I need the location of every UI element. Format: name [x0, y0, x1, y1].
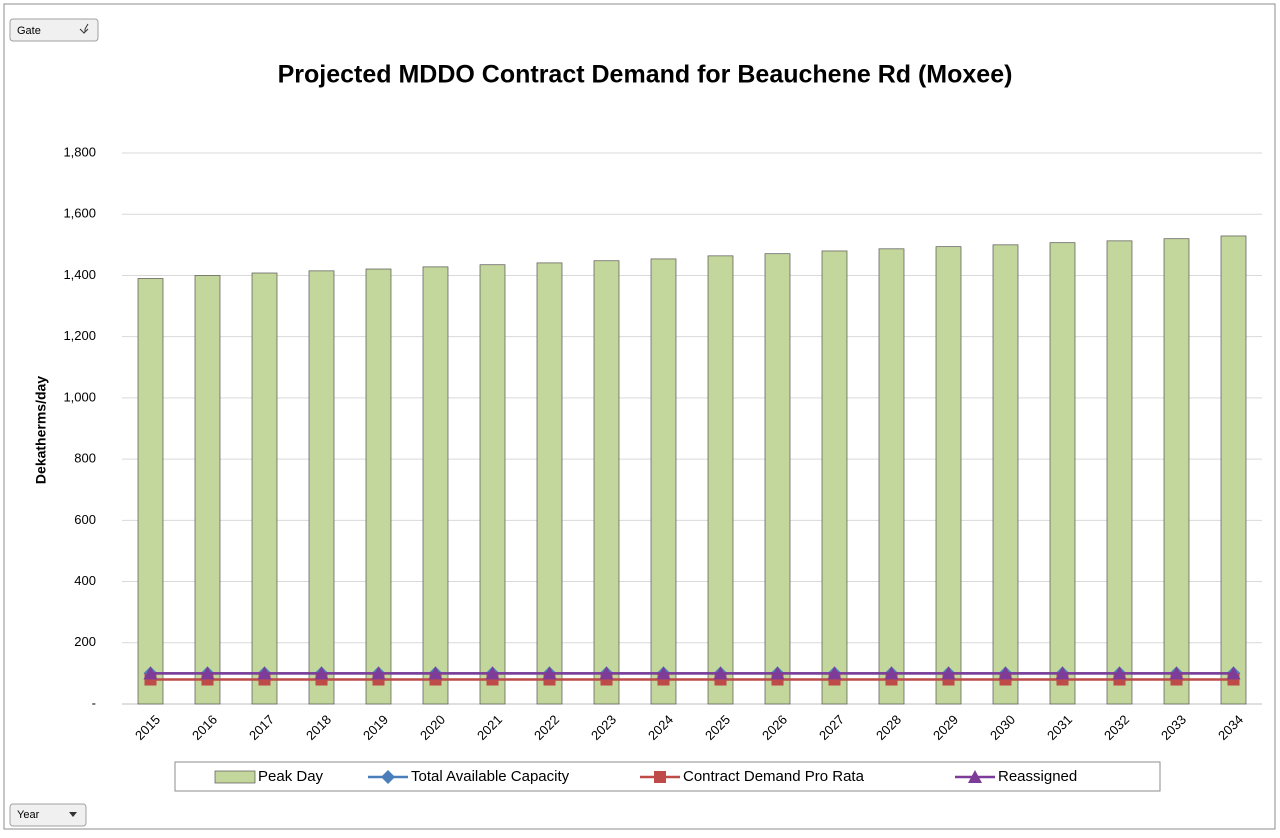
marker — [599, 666, 614, 680]
y-tick-label: 1,200 — [63, 328, 96, 343]
marker — [200, 666, 215, 680]
marker — [314, 666, 329, 680]
marker — [1055, 666, 1070, 680]
marker — [542, 666, 557, 680]
legend-label: Contract Demand Pro Rata — [683, 768, 865, 785]
marker — [1169, 666, 1184, 680]
y-tick-label: 400 — [74, 573, 96, 588]
gate-filter-button[interactable]: Gate — [9, 18, 99, 42]
bar — [650, 258, 677, 705]
legend-label: Peak Day — [258, 768, 324, 785]
marker — [428, 666, 443, 680]
marker — [371, 666, 386, 680]
bar — [1049, 242, 1076, 705]
bar — [1220, 235, 1247, 705]
button-bg — [9, 18, 99, 42]
y-tick-label: 1,800 — [63, 144, 96, 159]
bar — [821, 250, 848, 705]
legend-label: Total Available Capacity — [411, 768, 570, 785]
bar — [764, 253, 791, 705]
legend-label: Reassigned — [998, 768, 1077, 785]
bar — [935, 246, 962, 705]
chart-frame — [3, 3, 1276, 830]
bar — [878, 248, 905, 705]
marker — [656, 666, 671, 680]
marker — [770, 666, 785, 680]
bar — [137, 278, 164, 705]
filter-icon — [79, 23, 89, 34]
marker — [143, 666, 158, 680]
bar — [194, 275, 221, 705]
y-axis-title: Dekatherms/day — [33, 376, 49, 484]
bar — [1106, 240, 1133, 705]
marker — [884, 666, 899, 680]
y-tick-label: 200 — [74, 634, 96, 649]
marker — [713, 666, 728, 680]
bar — [593, 260, 620, 705]
legend-swatch — [214, 770, 256, 784]
y-tick-label: 600 — [74, 512, 96, 527]
bar — [308, 270, 335, 705]
marker — [1112, 666, 1127, 680]
marker — [1226, 666, 1241, 680]
marker — [941, 666, 956, 680]
bar — [422, 266, 449, 705]
marker — [998, 666, 1013, 680]
button-label: Year — [17, 809, 40, 821]
marker — [381, 770, 395, 784]
bar — [707, 255, 734, 705]
marker — [485, 666, 500, 680]
bar — [1163, 238, 1190, 705]
y-tick-label: 1,600 — [63, 206, 96, 221]
y-tick-label: - — [92, 695, 96, 710]
year-filter-button[interactable]: Year — [9, 803, 87, 827]
y-tick-label: 800 — [74, 451, 96, 466]
bar — [992, 244, 1019, 705]
chart-title: Projected MDDO Contract Demand for Beauc… — [278, 61, 1013, 89]
button-label: Gate — [17, 25, 41, 37]
y-tick-label: 1,000 — [63, 389, 96, 404]
legend: Peak Day Total Available Capacity Contract… — [174, 761, 1161, 792]
marker — [968, 770, 982, 783]
marker — [257, 666, 272, 680]
bar — [251, 272, 278, 705]
bar — [479, 264, 506, 705]
bar — [365, 268, 392, 705]
button-bg — [9, 803, 87, 827]
marker — [654, 771, 666, 783]
marker — [827, 666, 842, 680]
y-tick-label: 1,400 — [63, 267, 96, 282]
dropdown-icon — [69, 812, 77, 817]
bar — [536, 262, 563, 705]
